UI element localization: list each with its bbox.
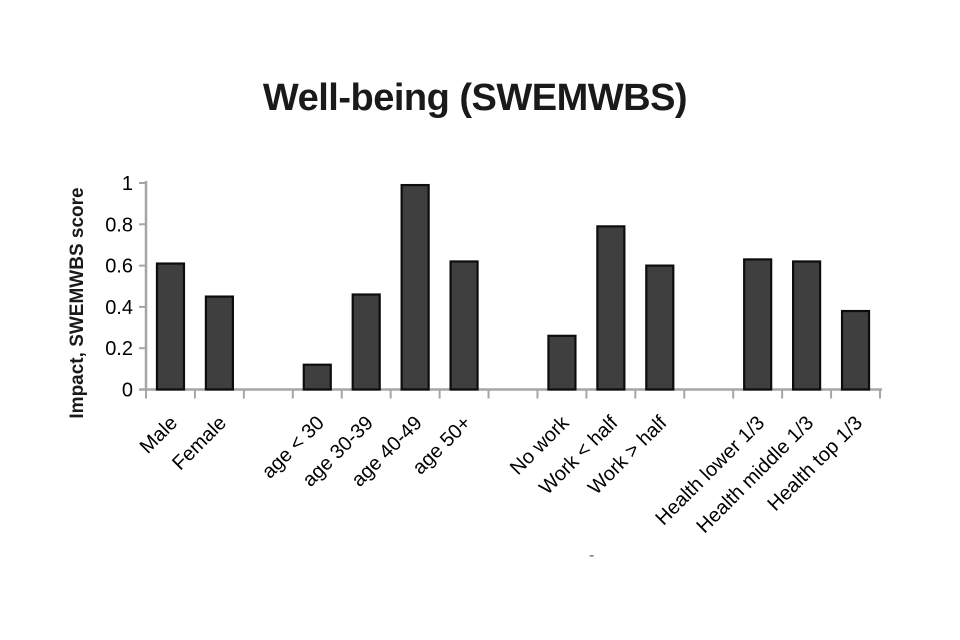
bar — [743, 258, 773, 391]
bar — [547, 334, 577, 391]
y-tick-label: 0.8 — [105, 214, 133, 236]
bar — [400, 183, 430, 391]
bar — [449, 260, 479, 391]
chart-title: Well-being (SWEMWBS) — [262, 77, 688, 119]
bar — [302, 363, 332, 391]
bar — [645, 264, 675, 391]
bar — [791, 260, 822, 391]
y-tick-label: 0 — [122, 380, 133, 402]
bar — [840, 309, 871, 391]
y-tick-label: 0.4 — [105, 297, 133, 319]
bar — [596, 225, 626, 391]
x-axis-dash: - — [589, 547, 595, 564]
y-tick-label: 1 — [122, 173, 133, 195]
bar — [351, 293, 381, 391]
bar — [155, 262, 186, 391]
bar — [204, 295, 234, 391]
x-category-label: Female — [168, 412, 231, 475]
y-tick-label: 0.6 — [105, 256, 133, 278]
y-tick-label: 0.2 — [105, 338, 133, 360]
